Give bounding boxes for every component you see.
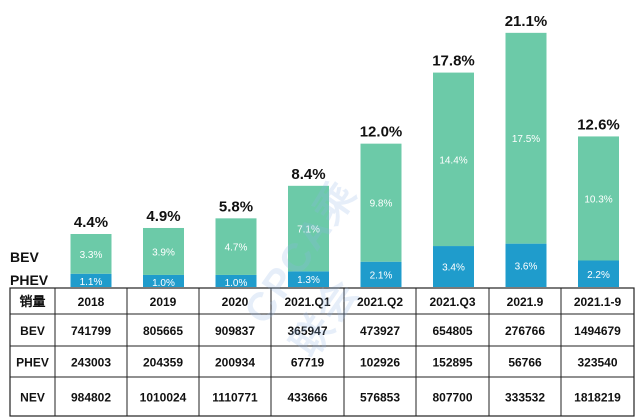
table-cell-1-5: 152895: [432, 356, 472, 370]
table-cell-2-5: 807700: [432, 391, 472, 405]
table-category-header-7: 2021.1-9: [574, 295, 622, 309]
bar-phev-2: [215, 274, 257, 287]
stacked-bar-chart: 1.1% 3.3% 4.4% 1.0% 3.9% 4.9% 1.0% 4.7% 5.8% 1.3%…: [10, 13, 620, 289]
phev-value-label-1: 1.0%: [152, 278, 175, 289]
bev-value-label-6: 17.5%: [512, 134, 540, 145]
legend-phev: PHEV: [10, 272, 49, 288]
phev-value-label-0: 1.1%: [80, 277, 103, 288]
phev-value-label-4: 2.1%: [370, 270, 393, 281]
table-cell-2-6: 333532: [505, 391, 545, 405]
bar-bev-3: [288, 185, 329, 272]
total-label-1: 4.9%: [146, 208, 180, 225]
bev-value-label-2: 4.7%: [225, 243, 248, 254]
table-frame: [9, 287, 635, 417]
table-row-label-2: NEV: [20, 391, 45, 405]
table-cell-1-4: 102926: [360, 356, 400, 370]
bev-value-label-4: 9.8%: [370, 199, 393, 210]
total-label-6: 21.1%: [505, 13, 548, 30]
table-category-header-3: 2021.Q1: [284, 295, 330, 309]
table-cell-1-7: 323540: [577, 356, 617, 370]
bar-phev-7: [578, 260, 619, 287]
table-cell-0-3: 365947: [287, 324, 327, 338]
bev-value-label-0: 3.3%: [80, 250, 103, 261]
sales-table: 销量 2018 2019 2020 2021.Q1 2021.Q2 2021.Q3 2021.…: [9, 287, 635, 417]
total-label-4: 12.0%: [360, 124, 403, 141]
bar-phev-4: [360, 261, 402, 287]
bev-value-label-5: 14.4%: [439, 155, 467, 166]
table-header-label: 销量: [19, 294, 45, 310]
bar-bev-0: [70, 234, 112, 274]
phev-value-label-2: 1.0%: [225, 278, 248, 289]
bar-phev-5: [433, 246, 474, 287]
table-row-label-1: PHEV: [16, 356, 49, 370]
table-cell-0-6: 276766: [505, 324, 545, 338]
table-cell-2-2: 1110771: [212, 391, 258, 405]
table-category-header-6: 2021.9: [507, 295, 544, 309]
bar-phev-1: [143, 274, 184, 287]
table-cell-2-0: 984802: [71, 391, 111, 405]
table-row-label-0: BEV: [20, 324, 45, 338]
table-category-header-4: 2021.Q2: [357, 295, 403, 309]
table-cell-1-0: 243003: [71, 356, 111, 370]
phev-value-label-5: 3.4%: [442, 263, 465, 274]
total-label-2: 5.8%: [219, 198, 253, 215]
table-cell-0-5: 654805: [432, 324, 472, 338]
bar-bev-6: [505, 32, 547, 244]
table-category-header-2: 2020: [222, 295, 249, 309]
table-cell-2-7: 1818219: [574, 391, 621, 405]
table-cell-0-2: 909837: [215, 324, 255, 338]
legend-bev: BEV: [10, 249, 39, 265]
phev-value-label-3: 1.3%: [297, 275, 320, 286]
total-label-3: 8.4%: [291, 166, 325, 183]
bar-bev-2: [215, 218, 257, 275]
table-cell-0-1: 805665: [143, 324, 183, 338]
bar-phev-0: [70, 273, 112, 287]
table-cell-1-6: 56766: [508, 356, 542, 370]
bev-value-label-3: 7.1%: [297, 225, 320, 236]
table-cell-0-0: 741799: [71, 324, 111, 338]
table-cell-0-7: 1494679: [574, 324, 621, 338]
table-cell-2-3: 433666: [287, 391, 327, 405]
bar-bev-7: [578, 136, 619, 261]
table-cell-1-3: 67719: [291, 356, 325, 370]
table-cell-2-4: 576853: [360, 391, 400, 405]
total-label-0: 4.4%: [74, 214, 108, 231]
bar-phev-3: [288, 271, 329, 287]
phev-value-label-6: 3.6%: [515, 261, 538, 272]
phev-value-label-7: 2.2%: [587, 270, 610, 281]
table-cell-1-1: 204359: [143, 356, 183, 370]
table-cell-0-4: 473927: [360, 324, 400, 338]
table-category-header-1: 2019: [150, 295, 177, 309]
bev-value-label-7: 10.3%: [584, 194, 612, 205]
table-category-header-0: 2018: [78, 295, 105, 309]
table-cell-2-1: 1010024: [140, 391, 187, 405]
table-category-header-5: 2021.Q3: [429, 295, 475, 309]
total-label-7: 12.6%: [577, 116, 620, 133]
bar-phev-6: [505, 243, 547, 287]
bar-bev-5: [433, 72, 474, 247]
bev-value-label-1: 3.9%: [152, 247, 175, 258]
total-label-5: 17.8%: [432, 53, 475, 70]
table-cell-1-2: 200934: [215, 356, 255, 370]
bar-bev-4: [360, 143, 402, 262]
bar-bev-1: [143, 227, 184, 275]
